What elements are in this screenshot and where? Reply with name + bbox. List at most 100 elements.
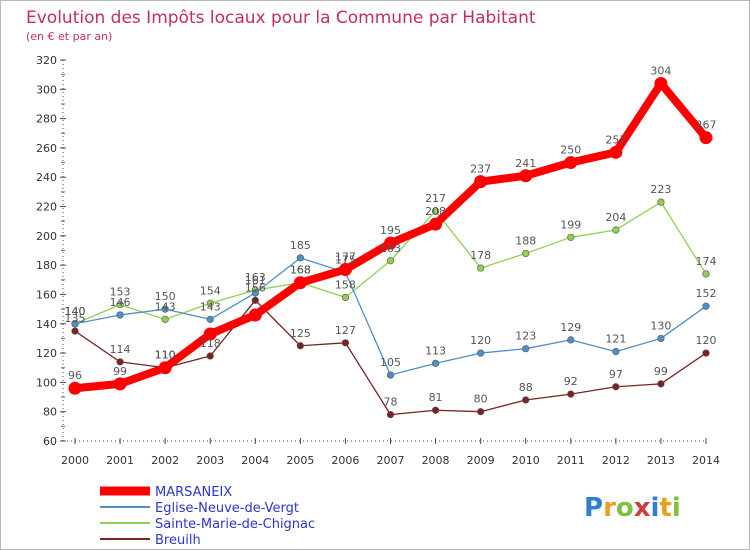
data-point xyxy=(386,371,395,379)
y-tick-label: 180 xyxy=(36,259,57,272)
logo-letter: t xyxy=(659,493,671,523)
data-label: 127 xyxy=(335,324,356,337)
data-point xyxy=(68,381,82,395)
data-label: 125 xyxy=(290,327,311,340)
data-label: 153 xyxy=(110,286,131,299)
data-point xyxy=(477,408,485,416)
data-point xyxy=(567,390,575,398)
data-point xyxy=(161,305,169,313)
logo-letter: i xyxy=(672,493,681,523)
data-label: 217 xyxy=(425,192,446,205)
x-tick-label: 2003 xyxy=(196,454,224,467)
legend-label: Eglise-Neuve-de-Vergt xyxy=(155,501,299,516)
data-label: 223 xyxy=(650,183,671,196)
data-point xyxy=(702,349,710,357)
x-tick-label: 2010 xyxy=(512,454,540,467)
data-point xyxy=(251,289,259,297)
data-label: 140 xyxy=(65,305,86,318)
data-label: 154 xyxy=(200,284,221,297)
data-label: 123 xyxy=(515,330,536,343)
data-point xyxy=(657,198,665,206)
data-point xyxy=(386,257,395,265)
data-point xyxy=(567,336,575,344)
proxiti-logo: Proxiti xyxy=(584,493,681,523)
data-point xyxy=(431,406,440,414)
x-tick-label: 2002 xyxy=(151,454,179,467)
data-label: 158 xyxy=(335,278,356,291)
data-point xyxy=(116,301,124,309)
data-point xyxy=(654,76,668,90)
y-tick-label: 100 xyxy=(36,376,57,389)
data-label: 156 xyxy=(245,281,266,294)
data-label: 140 xyxy=(65,305,86,318)
data-point xyxy=(203,327,217,341)
data-label: 146 xyxy=(110,296,131,309)
data-label: 92 xyxy=(564,375,578,388)
x-tick-label: 2011 xyxy=(557,454,585,467)
data-point xyxy=(116,311,124,319)
data-point xyxy=(567,233,575,241)
data-point xyxy=(522,249,530,258)
legend: MARSANEIXEglise-Neuve-de-VergtSainte-Mar… xyxy=(100,485,315,548)
data-point xyxy=(657,334,665,343)
data-point xyxy=(702,302,710,310)
data-point xyxy=(699,131,713,145)
data-point xyxy=(293,276,307,290)
data-label: 250 xyxy=(560,144,581,157)
data-point xyxy=(522,345,530,353)
data-point xyxy=(431,207,440,215)
data-label: 178 xyxy=(470,249,491,262)
y-tick-label: 280 xyxy=(36,113,57,126)
y-tick-label: 260 xyxy=(36,142,57,155)
x-tick-label: 2013 xyxy=(647,454,675,467)
data-label: 81 xyxy=(429,391,443,404)
data-label: 257 xyxy=(605,133,626,146)
data-label: 135 xyxy=(65,312,86,325)
data-label: 78 xyxy=(384,396,398,409)
x-tick-label: 2006 xyxy=(331,454,359,467)
data-label: 199 xyxy=(560,218,581,231)
logo-letter: r xyxy=(603,493,616,523)
data-point xyxy=(251,296,259,304)
data-point xyxy=(206,299,214,307)
data-point xyxy=(612,348,620,356)
axes: 60 80 100 120 140 160 180 200 220 240 260 280 300 320… xyxy=(36,54,720,467)
x-tick-label: 2009 xyxy=(467,454,495,467)
legend-label: MARSANEIX xyxy=(155,485,232,500)
y-tick-label: 320 xyxy=(36,54,57,67)
x-tick-label: 2005 xyxy=(286,454,314,467)
data-label: 267 xyxy=(696,119,717,132)
y-tick-label: 300 xyxy=(36,83,57,96)
data-point xyxy=(612,226,620,234)
data-label: 143 xyxy=(200,300,221,313)
y-tick-label: 160 xyxy=(36,288,57,301)
data-point xyxy=(522,396,530,404)
data-point xyxy=(206,315,214,323)
x-tick-label: 2001 xyxy=(106,454,134,467)
data-point xyxy=(474,175,488,189)
data-label: 188 xyxy=(515,234,536,247)
data-point xyxy=(341,293,350,301)
y-tick-label: 60 xyxy=(43,435,57,448)
data-label: 121 xyxy=(605,333,626,346)
data-point xyxy=(206,352,214,360)
data-label: 208 xyxy=(425,205,446,218)
data-point xyxy=(296,342,304,350)
data-label: 129 xyxy=(560,321,581,334)
data-point xyxy=(612,383,620,391)
data-label: 114 xyxy=(110,343,131,356)
data-label: 96 xyxy=(68,369,82,382)
data-point xyxy=(384,236,397,250)
logo-letter: i xyxy=(651,493,660,523)
data-point xyxy=(71,327,79,335)
data-point xyxy=(429,217,443,231)
data-point xyxy=(519,169,533,183)
y-tick-label: 200 xyxy=(36,230,57,243)
data-label: 88 xyxy=(519,381,533,394)
y-tick-label: 120 xyxy=(36,347,57,360)
y-tick-label: 80 xyxy=(43,406,57,419)
data-point xyxy=(71,320,79,328)
y-tick-label: 220 xyxy=(36,201,57,214)
data-point xyxy=(609,145,623,159)
